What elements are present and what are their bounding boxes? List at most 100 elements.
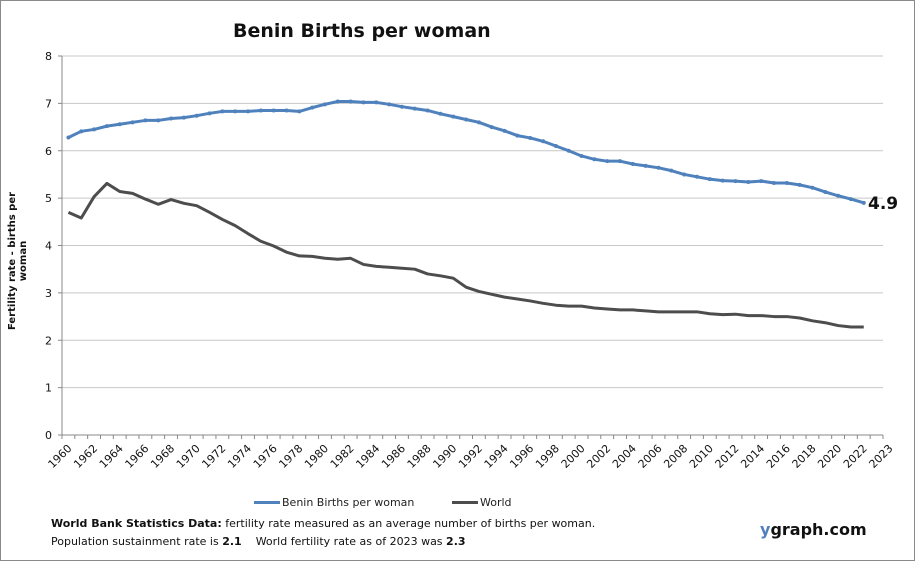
data-point (643, 163, 648, 168)
data-point (836, 193, 841, 198)
x-tick-label: 1970 (174, 442, 203, 471)
data-point (771, 180, 776, 185)
y-tick-label: 5 (45, 192, 52, 205)
data-point (502, 128, 507, 133)
data-point (553, 144, 558, 149)
data-point (117, 122, 122, 127)
x-tick-label: 1990 (430, 442, 459, 471)
y-tick-label: 8 (45, 50, 52, 63)
data-point (605, 159, 610, 164)
legend-swatch-world (452, 501, 478, 504)
x-tick-label: 1992 (456, 442, 485, 471)
data-point (682, 172, 687, 177)
data-point (566, 148, 571, 153)
data-point (733, 179, 738, 184)
data-point (361, 100, 366, 105)
x-tick-label: 1984 (353, 442, 382, 471)
data-point (579, 153, 584, 158)
x-tick-label: 1976 (251, 442, 280, 471)
x-tick-label: 2006 (636, 442, 665, 471)
y-tick-label: 7 (45, 97, 52, 110)
data-point (66, 135, 71, 140)
data-point (271, 108, 276, 113)
data-point (515, 133, 520, 138)
data-point (322, 102, 327, 107)
brand-logo: ygraph.com (760, 520, 867, 539)
x-tick-label: 2004 (610, 442, 639, 471)
footer-value: 2.3 (446, 535, 466, 548)
data-point (246, 109, 251, 114)
data-point (464, 117, 469, 122)
data-point (297, 109, 302, 114)
x-tick-label: 1960 (46, 442, 75, 471)
y-tick-label: 4 (45, 240, 52, 253)
data-point (156, 118, 161, 123)
x-tick-label: 1996 (507, 442, 536, 471)
x-tick-label: 1998 (533, 442, 562, 471)
end-value-annotation: 4.9 (868, 194, 899, 214)
x-tick-label: 1988 (405, 442, 434, 471)
legend-label: Benin Births per woman (282, 496, 415, 509)
data-point (438, 111, 443, 116)
x-tick-label: 1982 (328, 442, 357, 471)
x-tick-label: 1972 (199, 442, 228, 471)
footer-source: World Bank Statistics Data: (51, 517, 222, 530)
x-tick-label: 1964 (97, 442, 126, 471)
legend-swatch-benin (254, 501, 280, 504)
data-point (720, 178, 725, 183)
data-point (194, 113, 199, 118)
data-point (143, 118, 148, 123)
brand-text: graph.com (770, 520, 867, 539)
data-point (784, 180, 789, 185)
y-tick-label: 0 (45, 429, 52, 442)
x-tick-label: 1986 (379, 442, 408, 471)
footer-line-2: Population sustainment rate is 2.1 World… (51, 535, 466, 548)
data-point (79, 129, 84, 134)
series-line-world (67, 181, 864, 329)
data-point (169, 116, 174, 121)
footer-value: 2.1 (222, 535, 242, 548)
x-tick-label: 2022 (841, 442, 870, 471)
x-tick-label: 2002 (584, 442, 613, 471)
x-tick-label: 1966 (123, 442, 152, 471)
data-point (823, 189, 828, 194)
x-tick-label: 1968 (148, 442, 177, 471)
data-point (374, 100, 379, 105)
chart-title: Benin Births per woman (233, 20, 491, 42)
legend-item-benin: Benin Births per woman (254, 496, 414, 509)
x-tick-label: 1980 (302, 442, 331, 471)
data-point (220, 109, 225, 114)
data-point (476, 120, 481, 125)
legend-label: World (480, 496, 512, 509)
footer-text: Population sustainment rate is (51, 535, 223, 548)
data-point (848, 197, 853, 202)
y-tick-label: 6 (45, 145, 52, 158)
footer-text: fertility rate measured as an average nu… (221, 517, 596, 530)
data-point (489, 125, 494, 130)
data-point (399, 104, 404, 109)
data-point (387, 102, 392, 107)
brand-y: y (760, 520, 771, 539)
data-point (592, 157, 597, 162)
x-tick-label: 1962 (71, 442, 100, 471)
data-point (451, 114, 456, 119)
data-point (181, 115, 186, 120)
x-tick-label: 2023 (867, 442, 896, 471)
data-point (707, 177, 712, 182)
x-tick-label: 1994 (482, 442, 511, 471)
data-point (335, 99, 340, 104)
data-point (694, 174, 699, 179)
footer-text: World fertility rate as of 2023 was (241, 535, 447, 548)
x-tick-label: 2016 (764, 442, 793, 471)
data-point (348, 99, 353, 104)
data-point (258, 108, 263, 113)
data-point (861, 200, 866, 205)
data-point (618, 159, 623, 164)
data-point (412, 106, 417, 111)
data-point (759, 179, 764, 184)
data-point (233, 109, 238, 114)
x-tick-label: 2008 (661, 442, 690, 471)
x-tick-label: 2018 (790, 442, 819, 471)
x-tick-label: 2020 (815, 442, 844, 471)
